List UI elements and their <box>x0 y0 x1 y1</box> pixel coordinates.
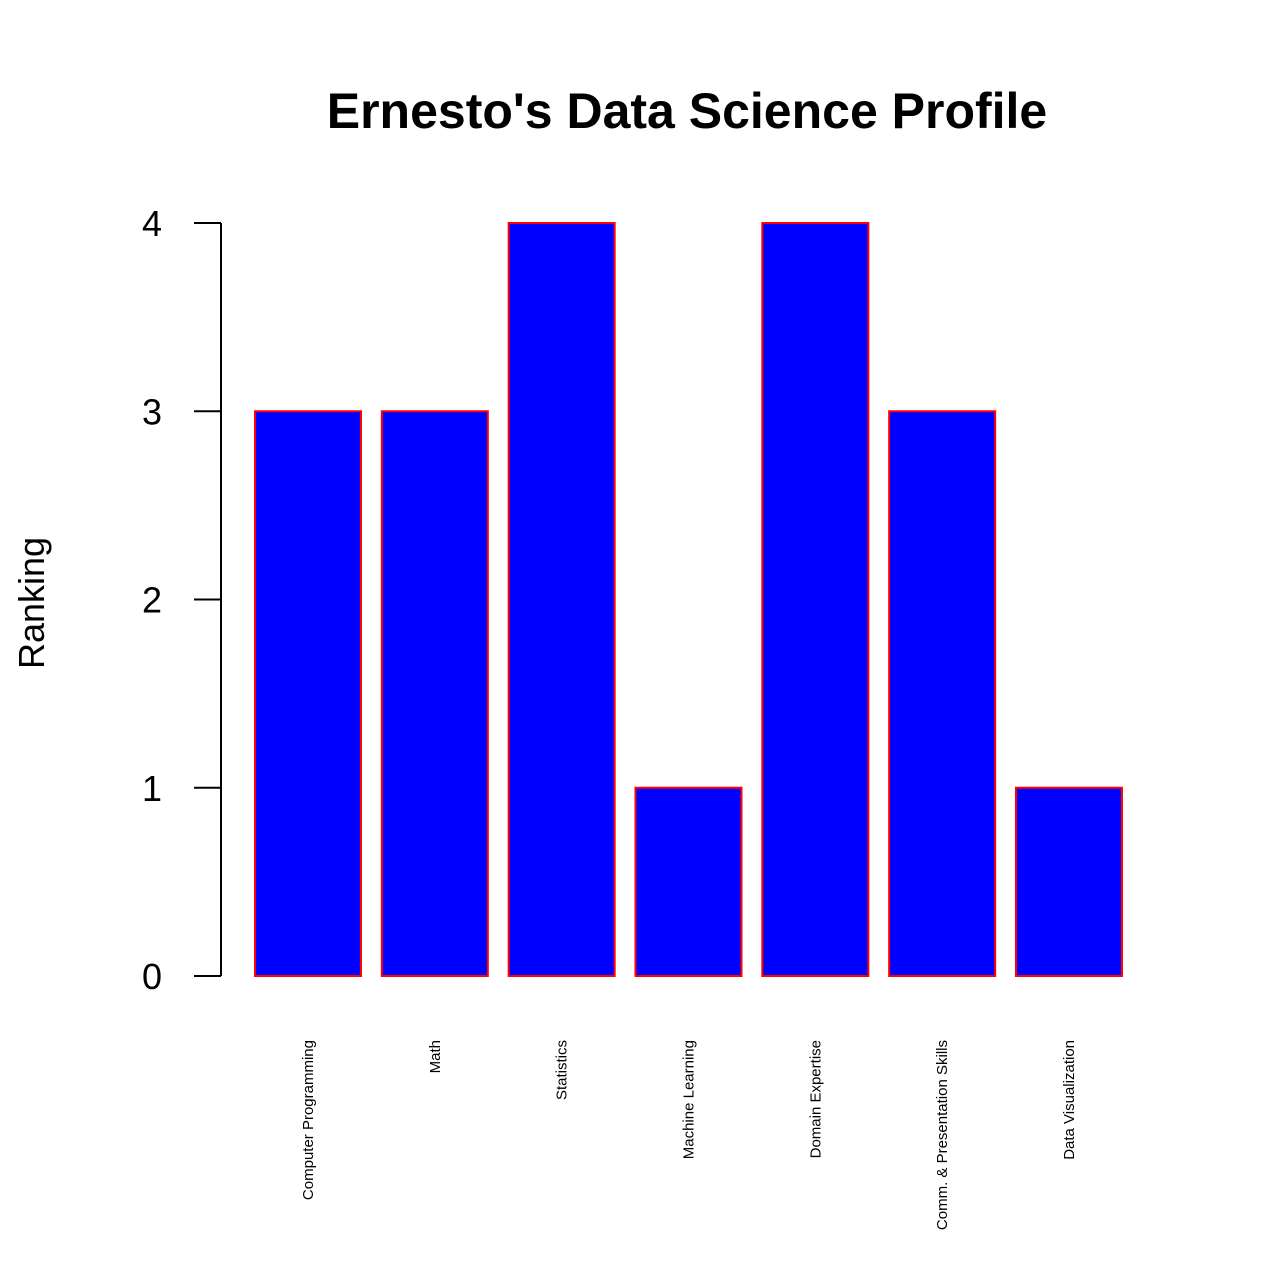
y-tick-label: 4 <box>142 203 162 244</box>
chart-title: Ernesto's Data Science Profile <box>327 83 1048 139</box>
y-tick-label: 2 <box>142 580 162 621</box>
y-tick-label: 1 <box>142 768 162 809</box>
x-tick-labels: Computer Programming Math Statistics Machin… <box>300 1040 1078 1230</box>
bar-domain-expertise <box>761 222 870 977</box>
bars-group <box>254 222 1123 977</box>
x-tick-label: Computer Programming <box>300 1040 317 1200</box>
y-axis-label: Ranking <box>11 537 52 669</box>
x-tick-label: Comm. & Presentation Skills <box>934 1040 951 1230</box>
x-tick-label: Domain Expertise <box>807 1040 824 1158</box>
x-tick-label: Statistics <box>554 1040 571 1100</box>
x-tick-label: Math <box>427 1040 444 1073</box>
bar-computer-programming <box>254 410 362 977</box>
bar-machine-learning <box>634 786 743 977</box>
bar-comm-presentation-skills <box>888 410 997 977</box>
bar-math <box>380 410 489 977</box>
x-tick-label: Machine Learning <box>680 1040 697 1159</box>
bar-data-visualization <box>1014 786 1123 977</box>
bar-statistics <box>507 222 616 977</box>
x-tick-label: Data Visualization <box>1061 1040 1078 1160</box>
y-tick-label: 3 <box>142 391 162 432</box>
y-axis: 0 1 2 3 4 <box>142 203 222 997</box>
y-tick-label: 0 <box>142 956 162 997</box>
